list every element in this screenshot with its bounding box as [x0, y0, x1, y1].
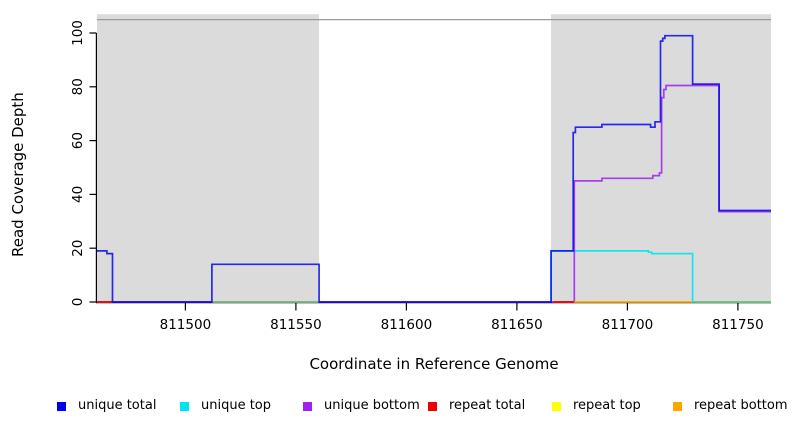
legend-swatch-unique-bottom [303, 401, 312, 411]
legend-item-repeat-top: repeat top [552, 397, 641, 415]
x-tick-label: 811550 [270, 317, 322, 333]
legend: unique total unique top unique bottom repea… [0, 397, 792, 417]
left-gray-region [97, 14, 320, 302]
legend-label: unique bottom [324, 398, 420, 413]
plot-canvas: 811500 811550 811600 811650 811700 811750 0 20 4… [70, 14, 771, 333]
series-unique-total [97, 34, 771, 303]
legend-item-repeat-bottom: repeat bottom [673, 397, 788, 415]
x-axis-title: Coordinate in Reference Genome [309, 355, 559, 373]
y-tick-label: 40 [70, 186, 86, 203]
legend-label: repeat bottom [694, 398, 788, 413]
y-tick-label: 100 [70, 20, 86, 46]
x-tick-label: 811650 [491, 317, 543, 333]
legend-label: unique total [78, 398, 157, 413]
y-axis-title: Read Coverage Depth [9, 92, 27, 258]
x-tick-label: 811500 [160, 317, 212, 333]
y-tick-label: 0 [70, 298, 86, 307]
y-tick-label: 60 [70, 132, 86, 149]
x-tick-label: 811600 [381, 317, 433, 333]
legend-swatch-repeat-total [428, 401, 437, 411]
series-unique-top [550, 250, 771, 303]
legend-label: repeat top [573, 398, 641, 413]
legend-swatch-repeat-top [552, 401, 561, 411]
x-tick-label: 811700 [602, 317, 654, 333]
legend-item-unique-total: unique total [57, 397, 156, 415]
series-unique-bottom [97, 84, 771, 303]
legend-swatch-unique-top [180, 401, 189, 411]
legend-item-unique-top: unique top [180, 397, 271, 415]
x-tick-label: 811750 [712, 317, 764, 333]
y-tick-label: 20 [70, 240, 86, 257]
legend-label: repeat total [449, 398, 526, 413]
legend-item-unique-bottom: unique bottom [303, 397, 420, 415]
legend-swatch-repeat-bottom [673, 401, 682, 411]
legend-label: unique top [201, 398, 272, 413]
y-tick-label: 80 [70, 78, 86, 95]
legend-swatch-unique-total [57, 401, 66, 411]
legend-item-repeat-total: repeat total [428, 397, 525, 415]
